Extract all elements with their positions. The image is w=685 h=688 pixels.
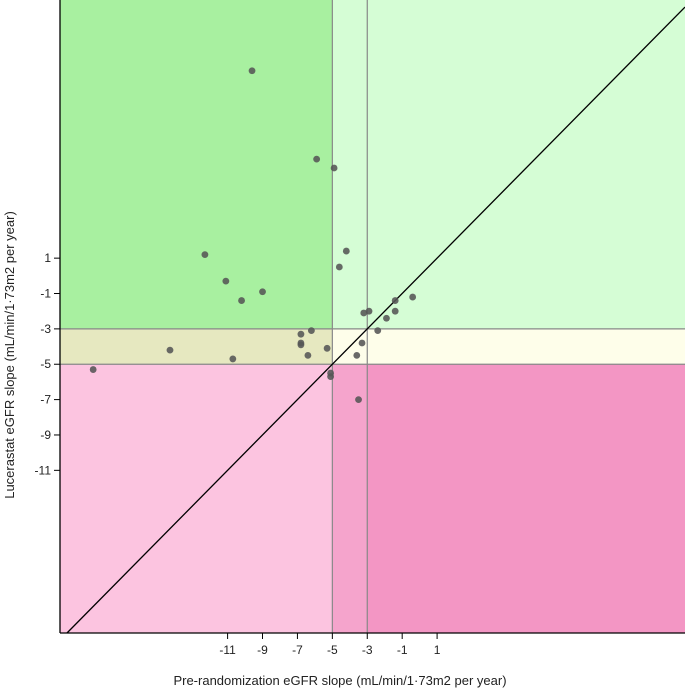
- x-tick-label: -5: [327, 643, 338, 657]
- x-axis-title: Pre-randomization eGFR slope (mL/min/1·7…: [173, 673, 506, 688]
- data-point: [391, 297, 399, 304]
- y-tick-label: -1: [40, 287, 51, 301]
- y-tick-label: 1: [44, 251, 51, 265]
- region-5: [332, 364, 368, 633]
- data-point: [201, 251, 209, 259]
- reference-lines: [60, 0, 685, 634]
- data-point: [166, 346, 174, 354]
- region-2: [60, 328, 333, 365]
- data-point: [335, 263, 343, 271]
- data-point: [238, 297, 245, 304]
- chart-regions: [60, 0, 685, 633]
- y-tick-label: -9: [40, 428, 51, 442]
- x-tick-label: -7: [292, 643, 303, 657]
- data-point: [355, 396, 362, 404]
- x-tick-label: -1: [397, 643, 408, 657]
- data-point: [248, 67, 256, 75]
- data-point: [304, 351, 312, 359]
- plot-frame: [59, 0, 685, 634]
- data-point: [327, 373, 335, 381]
- data-point: [365, 307, 373, 315]
- data-point: [330, 164, 338, 172]
- data-point: [307, 327, 315, 335]
- x-axis-ticks: -11 -9 -7 -5 -3 -1 1: [219, 633, 441, 657]
- x-tick-label: -9: [257, 643, 268, 657]
- region-1: [332, 0, 685, 329]
- x-tick-label: -3: [362, 643, 373, 657]
- data-point: [229, 355, 237, 363]
- region-4: [60, 364, 333, 633]
- y-tick-label: -11: [35, 463, 52, 477]
- data-point: [342, 247, 350, 255]
- data-point: [409, 293, 417, 301]
- data-point: [89, 366, 97, 373]
- data-point: [374, 327, 382, 335]
- data-point: [323, 344, 331, 352]
- y-tick-label: -7: [40, 393, 51, 407]
- region-0: [60, 0, 333, 329]
- y-tick-label: -3: [40, 322, 51, 336]
- y-axis-ticks: 1 -1 -3 -5 -7 -9 -11: [35, 251, 60, 477]
- region-3: [332, 328, 685, 365]
- data-point: [360, 309, 368, 317]
- x-tick-label: 1: [434, 643, 441, 657]
- data-points: [89, 67, 417, 404]
- y-tick-label: -5: [40, 357, 51, 371]
- data-point: [391, 307, 399, 315]
- data-point: [353, 351, 361, 359]
- data-point: [222, 277, 230, 285]
- data-point: [358, 339, 366, 347]
- data-point: [259, 288, 266, 296]
- data-point: [297, 330, 305, 338]
- data-point: [297, 341, 305, 349]
- identity-line: [66, 6, 685, 634]
- x-tick-label: -11: [219, 643, 236, 657]
- data-point: [313, 155, 321, 163]
- region-6: [367, 364, 685, 633]
- y-axis-title: Lucerastat eGFR slope (mL/min/1·73m2 per…: [2, 211, 17, 499]
- data-point: [383, 314, 390, 322]
